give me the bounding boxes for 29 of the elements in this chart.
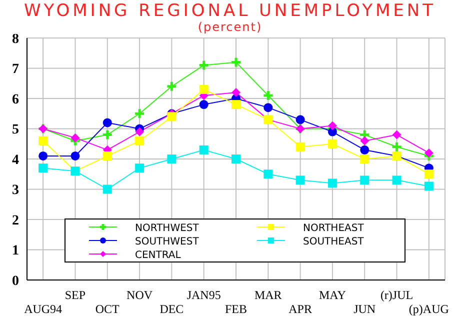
chart-title: WYOMING REGIONAL UNEMPLOYMENT — [23, 0, 437, 21]
x-tick-label: FEB — [224, 302, 248, 316]
legend-label: NORTHEAST — [303, 223, 365, 234]
y-tick-label: 4 — [12, 152, 19, 168]
x-tick-label: JAN95 — [186, 288, 221, 302]
chart-subtitle: (percent) — [196, 20, 264, 34]
x-tick-label: DEC — [160, 302, 184, 316]
y-tick-label: 3 — [12, 183, 19, 198]
x-tick-label: MAR — [254, 288, 282, 302]
legend-label: NORTHWEST — [135, 223, 200, 234]
legend-label: SOUTHWEST — [135, 236, 200, 248]
y-tick-label: 0 — [12, 274, 19, 289]
x-tick-label: OCT — [95, 302, 120, 316]
x-tick-label: (r)JUL — [380, 288, 414, 302]
y-tick-label: 6 — [12, 92, 19, 108]
y-tick-label: 8 — [12, 32, 19, 47]
x-tick-label: SEP — [64, 288, 86, 302]
x-tick-label: AUG94 — [24, 302, 62, 316]
y-tick-label: 7 — [12, 62, 19, 78]
legend-label: CENTRAL — [135, 250, 182, 261]
x-tick-label: (p)AUG — [408, 302, 450, 316]
x-tick-label: NOV — [126, 288, 153, 302]
y-tick-label: 1 — [12, 244, 19, 259]
y-tick-label: 2 — [12, 213, 19, 228]
x-tick-label: MAY — [319, 288, 346, 302]
x-tick-label: APR — [288, 302, 312, 316]
x-tick-label: JUN — [354, 302, 376, 316]
y-tick-label: 5 — [12, 122, 19, 138]
legend-label: SOUTHEAST — [303, 236, 365, 248]
